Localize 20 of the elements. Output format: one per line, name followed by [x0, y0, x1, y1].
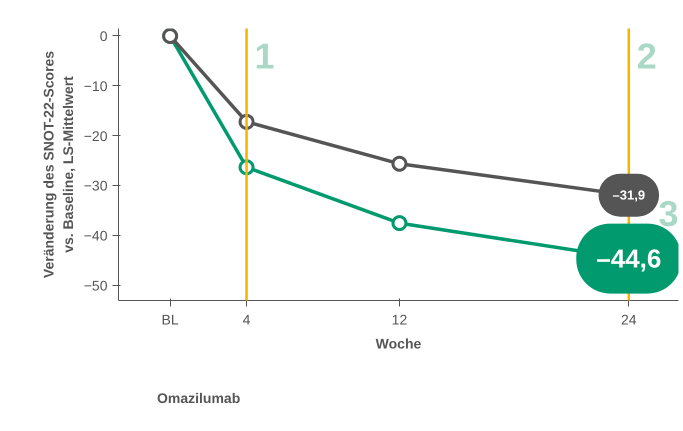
point — [391, 215, 408, 232]
y-tick-label: −50 — [84, 278, 108, 294]
point — [391, 156, 408, 172]
annotation: 1 — [254, 35, 275, 76]
y-axis-title: Veränderung des SNOT-22-Scores vs. Baseline, LS-Mittelwert — [40, 50, 76, 278]
text: Omazilumab — [157, 390, 240, 406]
y-tick-label: −30 — [84, 178, 108, 194]
y-tick-label: −10 — [84, 78, 108, 94]
x-tick-label: BL — [162, 312, 179, 328]
x-axis-title: Woche — [376, 336, 422, 352]
x-tick-label: 4 — [242, 312, 251, 328]
data-label: –31,9 — [612, 188, 646, 203]
annotation: 2 — [636, 35, 657, 76]
x-tick-label: 24 — [621, 312, 637, 328]
y-tick-label: −20 — [84, 128, 108, 144]
y-tick-label: −40 — [84, 228, 108, 244]
data-label: –44,6 — [596, 244, 662, 274]
annotation: 3 — [658, 192, 679, 234]
x-tick-label: 12 — [392, 312, 408, 328]
y-tick-label: 0 — [100, 28, 108, 44]
